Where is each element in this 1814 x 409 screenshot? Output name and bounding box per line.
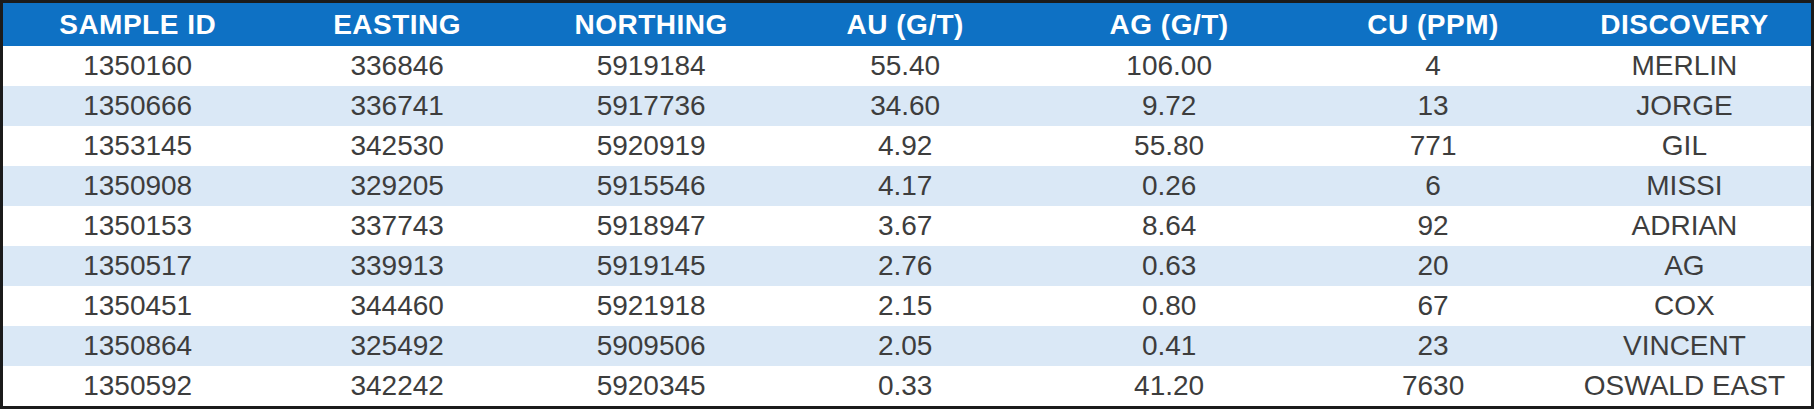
cell-cu: 67 <box>1308 286 1558 326</box>
table-row: 1350153 337743 5918947 3.67 8.64 92 ADRI… <box>3 206 1811 246</box>
cell-easting: 336846 <box>272 46 522 86</box>
cell-cu: 4 <box>1308 46 1558 86</box>
column-header-cu: CU (PPM) <box>1308 3 1558 46</box>
cell-northing: 5920919 <box>522 126 781 166</box>
cell-cu: 20 <box>1308 246 1558 286</box>
cell-sample-id: 1350153 <box>3 206 272 246</box>
cell-ag: 41.20 <box>1030 366 1308 406</box>
column-header-easting: EASTING <box>272 3 522 46</box>
cell-northing: 5918947 <box>522 206 781 246</box>
cell-northing: 5919145 <box>522 246 781 286</box>
cell-sample-id: 1350160 <box>3 46 272 86</box>
cell-discovery: ADRIAN <box>1558 206 1811 246</box>
cell-northing: 5915546 <box>522 166 781 206</box>
cell-cu: 7630 <box>1308 366 1558 406</box>
cell-sample-id: 1350666 <box>3 86 272 126</box>
column-header-northing: NORTHING <box>522 3 781 46</box>
cell-sample-id: 1350864 <box>3 326 272 366</box>
cell-easting: 342530 <box>272 126 522 166</box>
cell-northing: 5909506 <box>522 326 781 366</box>
cell-discovery: AG <box>1558 246 1811 286</box>
cell-cu: 6 <box>1308 166 1558 206</box>
cell-easting: 329205 <box>272 166 522 206</box>
cell-au: 34.60 <box>780 86 1030 126</box>
cell-sample-id: 1350592 <box>3 366 272 406</box>
cell-au: 2.15 <box>780 286 1030 326</box>
cell-au: 4.17 <box>780 166 1030 206</box>
table-row: 1353145 342530 5920919 4.92 55.80 771 GI… <box>3 126 1811 166</box>
cell-northing: 5920345 <box>522 366 781 406</box>
cell-ag: 9.72 <box>1030 86 1308 126</box>
cell-easting: 344460 <box>272 286 522 326</box>
cell-discovery: MISSI <box>1558 166 1811 206</box>
table-row: 1350864 325492 5909506 2.05 0.41 23 VINC… <box>3 326 1811 366</box>
column-header-discovery: DISCOVERY <box>1558 3 1811 46</box>
cell-discovery: COX <box>1558 286 1811 326</box>
assay-results-table: SAMPLE ID EASTING NORTHING AU (G/T) AG (… <box>0 0 1814 409</box>
table-row: 1350666 336741 5917736 34.60 9.72 13 JOR… <box>3 86 1811 126</box>
cell-sample-id: 1350908 <box>3 166 272 206</box>
table-row: 1350517 339913 5919145 2.76 0.63 20 AG <box>3 246 1811 286</box>
table-row: 1350451 344460 5921918 2.15 0.80 67 COX <box>3 286 1811 326</box>
cell-au: 3.67 <box>780 206 1030 246</box>
cell-sample-id: 1353145 <box>3 126 272 166</box>
cell-sample-id: 1350451 <box>3 286 272 326</box>
header-row: SAMPLE ID EASTING NORTHING AU (G/T) AG (… <box>3 3 1811 46</box>
cell-discovery: VINCENT <box>1558 326 1811 366</box>
cell-northing: 5917736 <box>522 86 781 126</box>
table-row: 1350160 336846 5919184 55.40 106.00 4 ME… <box>3 46 1811 86</box>
column-header-ag: AG (G/T) <box>1030 3 1308 46</box>
cell-discovery: GIL <box>1558 126 1811 166</box>
cell-discovery: MERLIN <box>1558 46 1811 86</box>
data-table: SAMPLE ID EASTING NORTHING AU (G/T) AG (… <box>3 3 1811 406</box>
cell-au: 55.40 <box>780 46 1030 86</box>
cell-cu: 23 <box>1308 326 1558 366</box>
column-header-sample-id: SAMPLE ID <box>3 3 272 46</box>
table-row: 1350592 342242 5920345 0.33 41.20 7630 O… <box>3 366 1811 406</box>
cell-ag: 0.26 <box>1030 166 1308 206</box>
cell-au: 2.05 <box>780 326 1030 366</box>
cell-northing: 5921918 <box>522 286 781 326</box>
cell-au: 0.33 <box>780 366 1030 406</box>
cell-ag: 8.64 <box>1030 206 1308 246</box>
cell-au: 4.92 <box>780 126 1030 166</box>
cell-northing: 5919184 <box>522 46 781 86</box>
cell-cu: 92 <box>1308 206 1558 246</box>
cell-ag: 0.63 <box>1030 246 1308 286</box>
cell-ag: 55.80 <box>1030 126 1308 166</box>
cell-easting: 336741 <box>272 86 522 126</box>
cell-cu: 13 <box>1308 86 1558 126</box>
table-row: 1350908 329205 5915546 4.17 0.26 6 MISSI <box>3 166 1811 206</box>
cell-easting: 337743 <box>272 206 522 246</box>
column-header-au: AU (G/T) <box>780 3 1030 46</box>
cell-cu: 771 <box>1308 126 1558 166</box>
cell-easting: 325492 <box>272 326 522 366</box>
cell-au: 2.76 <box>780 246 1030 286</box>
cell-ag: 0.41 <box>1030 326 1308 366</box>
cell-sample-id: 1350517 <box>3 246 272 286</box>
cell-discovery: JORGE <box>1558 86 1811 126</box>
cell-ag: 0.80 <box>1030 286 1308 326</box>
cell-easting: 339913 <box>272 246 522 286</box>
cell-easting: 342242 <box>272 366 522 406</box>
cell-discovery: OSWALD EAST <box>1558 366 1811 406</box>
cell-ag: 106.00 <box>1030 46 1308 86</box>
